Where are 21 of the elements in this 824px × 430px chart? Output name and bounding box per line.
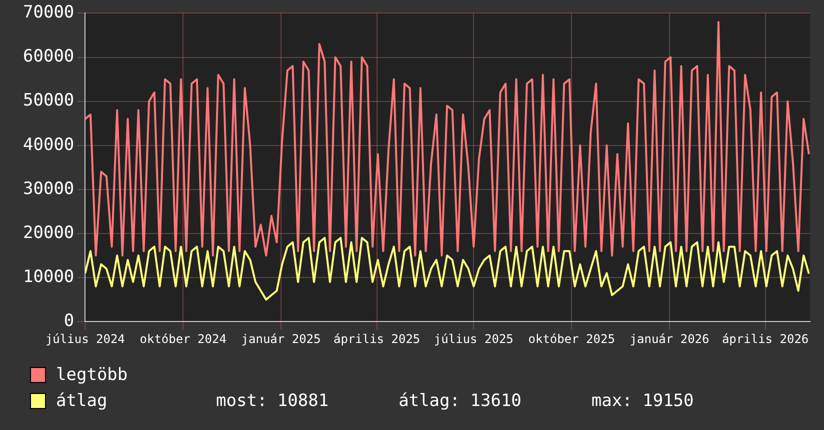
text: most: 10881 [216,391,329,411]
x-tick-label: április 2025 [333,332,420,346]
y-tick-label: 20000 [22,222,74,243]
x-tick-label: január 2026 [630,332,710,346]
y-tick-label: 40000 [22,134,74,155]
x-tick-label: április 2026 [722,332,809,346]
text: max: 19150 [591,391,694,411]
y-tick-label: 10000 [22,266,74,287]
legend-label: átlag [56,391,108,411]
y-tick-label: 30000 [22,178,74,199]
x-tick-label: október 2024 [140,332,226,346]
x-tick-label: július 2024 [45,332,125,346]
legend-label: legtöbb [56,365,129,385]
y-tick-label: 0 [64,311,74,332]
text: átlag: 13610 [398,391,522,411]
x-tick-label: október 2025 [528,332,615,346]
x-tick-label: január 2025 [241,332,321,346]
y-tick-label: 70000 [22,2,74,23]
x-tick-label: július 2025 [434,332,514,346]
y-tick-label: 60000 [22,46,74,67]
y-tick-label: 50000 [22,90,74,111]
